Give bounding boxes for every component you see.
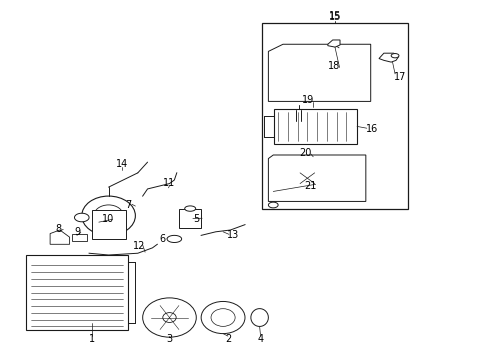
Text: 7: 7 <box>125 200 131 210</box>
Polygon shape <box>72 234 87 241</box>
Text: 2: 2 <box>225 334 231 344</box>
Text: 14: 14 <box>116 159 128 169</box>
Text: 9: 9 <box>74 227 80 237</box>
Text: 15: 15 <box>329 13 342 22</box>
Polygon shape <box>269 44 371 102</box>
Text: 4: 4 <box>258 334 264 344</box>
Text: 19: 19 <box>302 95 315 105</box>
Circle shape <box>201 301 245 334</box>
Bar <box>92 210 125 239</box>
Text: 12: 12 <box>133 241 146 251</box>
Text: 21: 21 <box>305 181 317 192</box>
Text: 8: 8 <box>56 224 62 234</box>
Circle shape <box>94 205 123 226</box>
Text: 13: 13 <box>227 230 239 240</box>
Polygon shape <box>251 309 269 327</box>
Circle shape <box>82 196 135 235</box>
Text: 5: 5 <box>193 213 199 224</box>
Text: 15: 15 <box>329 11 342 21</box>
Text: 16: 16 <box>366 124 378 134</box>
Text: 11: 11 <box>163 178 175 188</box>
Polygon shape <box>74 213 89 222</box>
Text: 20: 20 <box>300 148 312 158</box>
Text: 10: 10 <box>101 213 114 224</box>
Polygon shape <box>391 54 399 58</box>
Bar <box>262 23 408 208</box>
Ellipse shape <box>185 206 196 211</box>
Text: 18: 18 <box>328 62 340 71</box>
Text: 1: 1 <box>89 334 95 344</box>
Bar <box>274 109 357 144</box>
Text: 6: 6 <box>159 234 165 244</box>
Circle shape <box>163 312 176 323</box>
Polygon shape <box>328 40 340 47</box>
Text: 17: 17 <box>394 72 406 82</box>
Circle shape <box>143 298 196 337</box>
Polygon shape <box>167 235 182 243</box>
Polygon shape <box>269 202 278 208</box>
Bar <box>179 208 201 228</box>
Polygon shape <box>269 155 366 202</box>
Bar <box>26 255 128 330</box>
Text: 3: 3 <box>167 334 172 344</box>
Polygon shape <box>379 53 398 62</box>
Polygon shape <box>50 230 70 244</box>
